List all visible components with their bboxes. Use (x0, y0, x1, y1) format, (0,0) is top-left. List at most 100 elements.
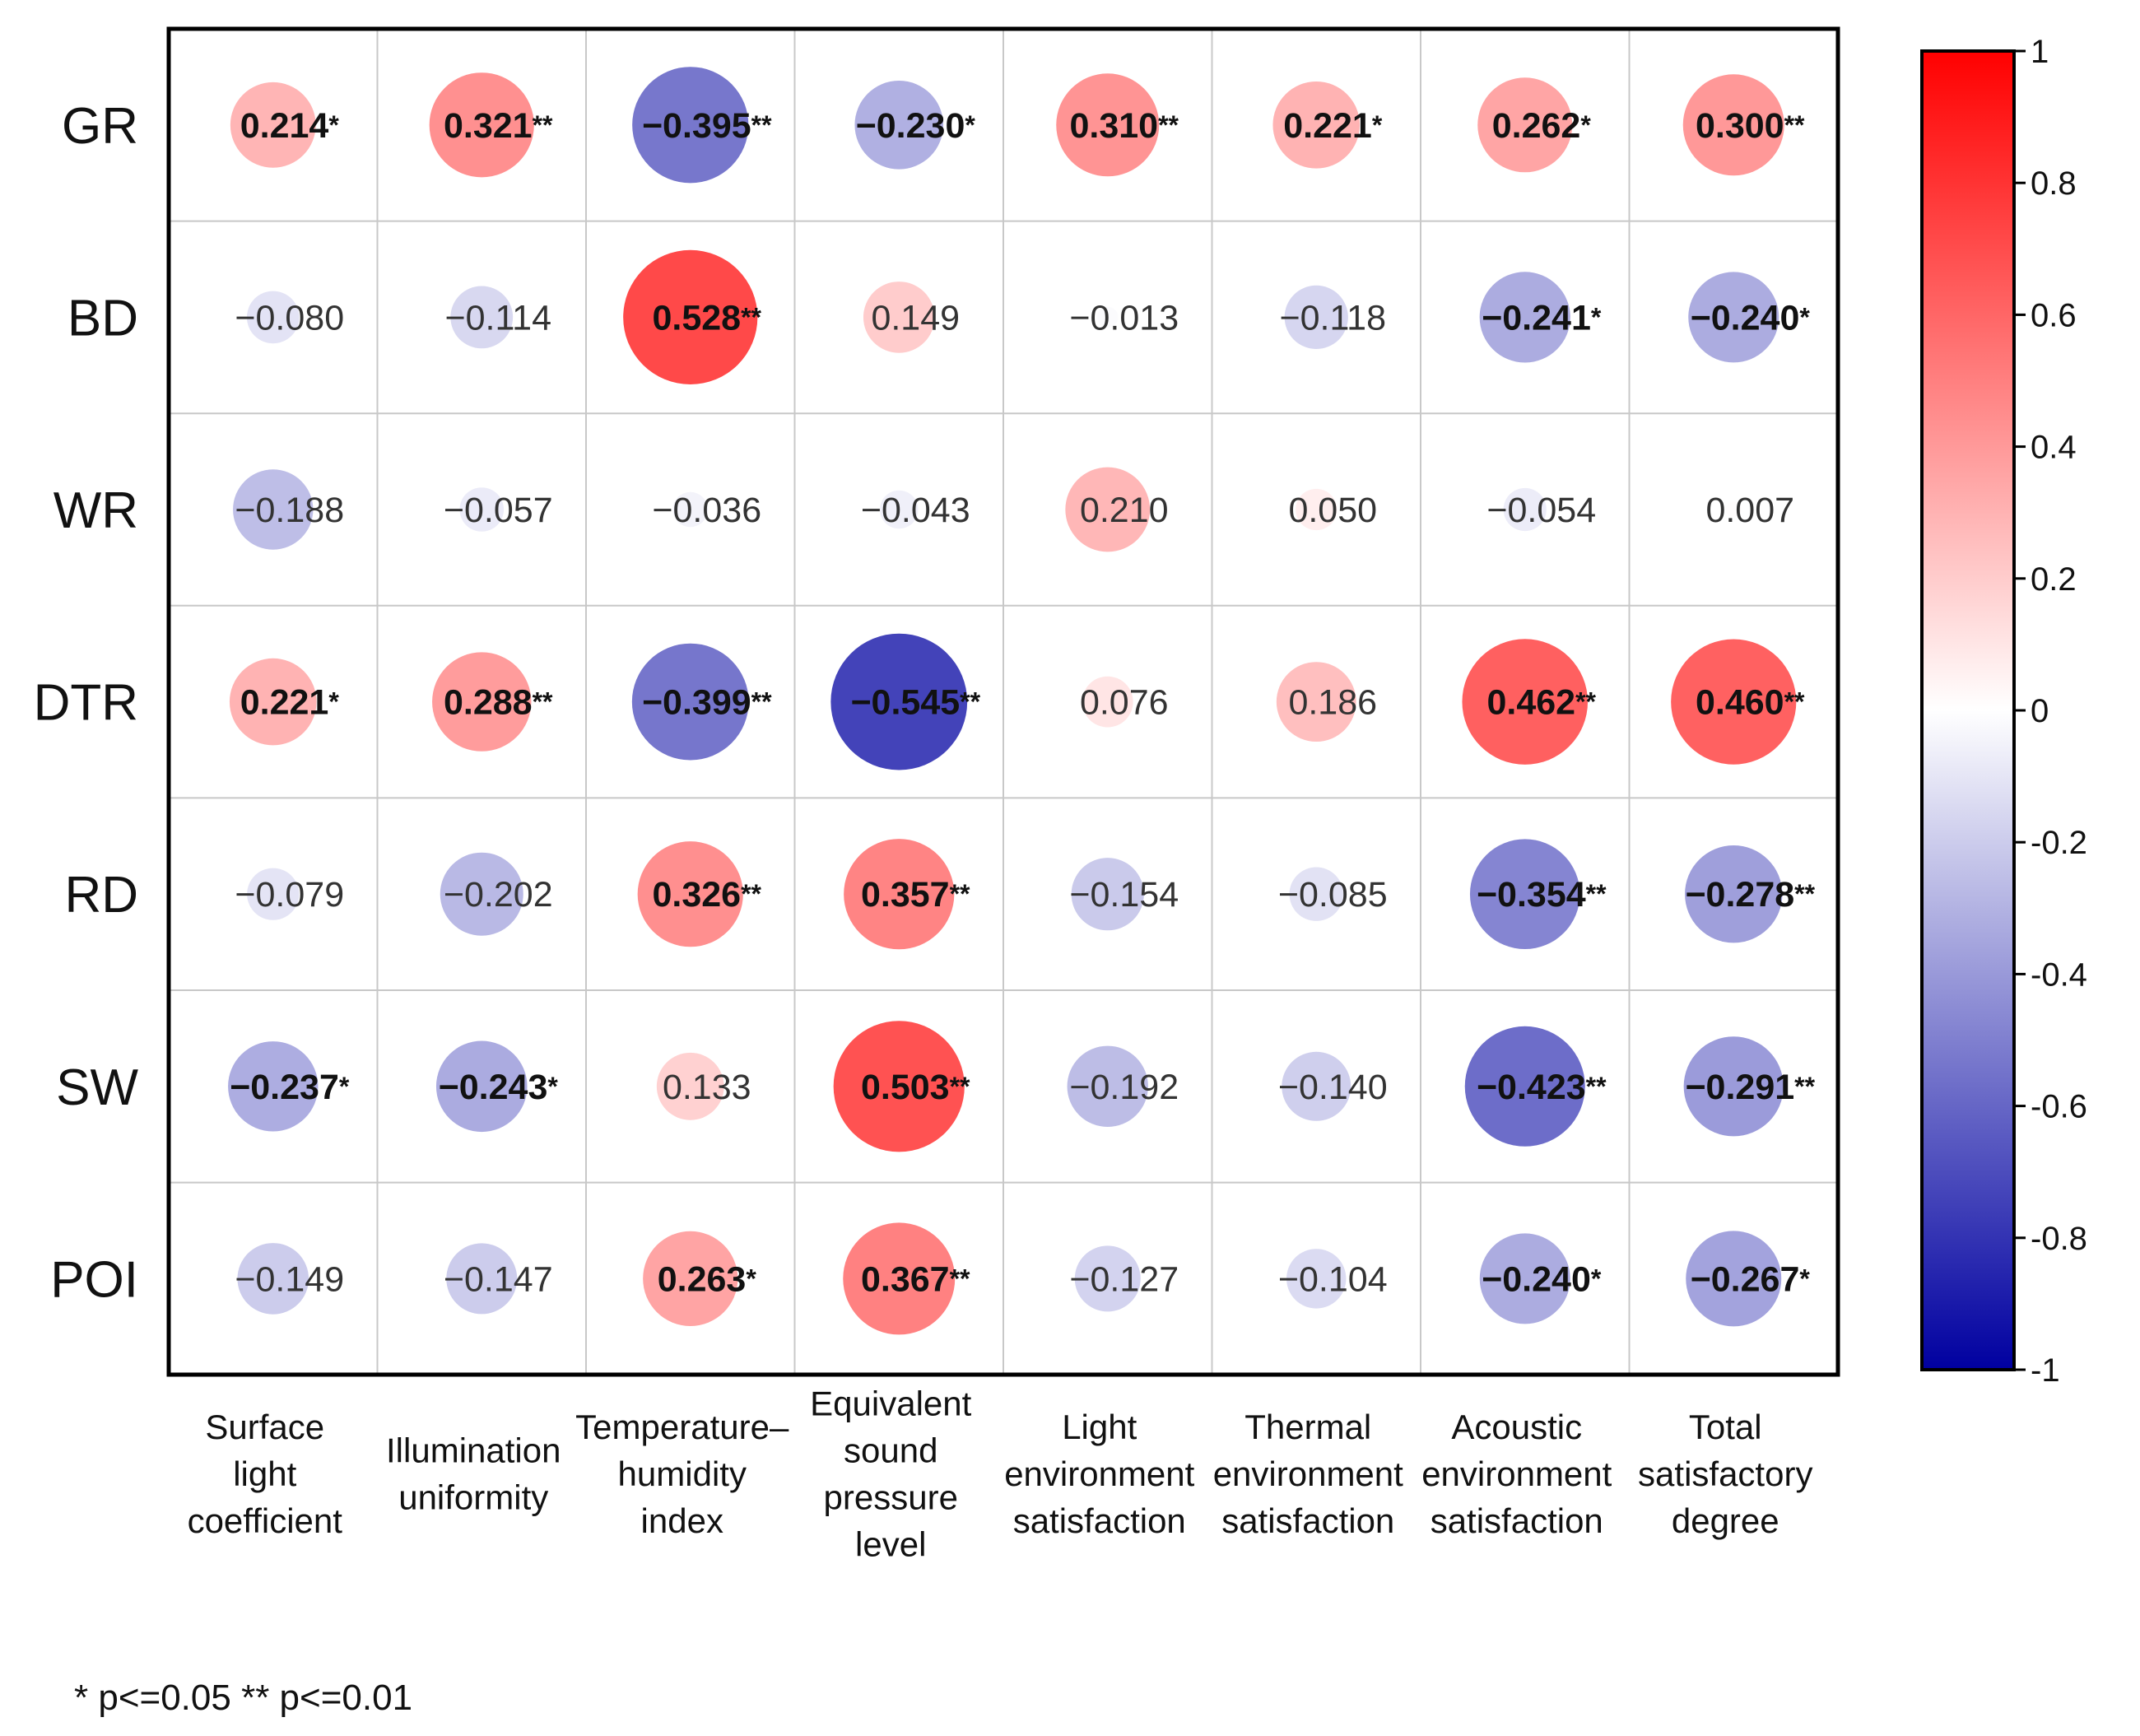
colorbar-tick-label: 0.8 (2031, 165, 2077, 202)
significance-marker: ** (1794, 879, 1815, 909)
correlation-circle (1276, 662, 1356, 742)
correlation-value: −0.545** (850, 683, 980, 723)
significance-marker: ** (533, 687, 553, 717)
column-label: Surface light coefficient (188, 1408, 343, 1540)
correlation-value: −0.192 (1069, 1068, 1179, 1107)
correlation-value: −0.043 (861, 491, 970, 530)
correlation-value: −0.423** (1477, 1068, 1607, 1107)
correlation-circle (623, 249, 758, 384)
correlation-value: 0.326** (652, 875, 761, 915)
significance-marker: ** (1586, 879, 1607, 909)
correlation-circle (637, 841, 743, 947)
correlation-circle (450, 286, 514, 349)
significance-marker: ** (751, 110, 772, 140)
correlation-values: 0.214* 0.321** −0.395** −0.230* 0.310** 0.221… (230, 106, 1815, 1300)
significance-marker: * (746, 1264, 756, 1293)
correlation-circle (429, 72, 534, 178)
correlation-value: −0.127 (1069, 1259, 1179, 1299)
correlation-circle (833, 1021, 965, 1152)
significance-marker: * (1799, 302, 1810, 332)
correlation-circle (1284, 285, 1348, 349)
significance-marker: * (328, 687, 339, 717)
correlation-value: −0.267* (1691, 1259, 1811, 1299)
correlation-value: 0.528** (652, 298, 761, 337)
colorbar-tick-label: -0.2 (2031, 825, 2087, 861)
significance-marker: * (1580, 110, 1591, 140)
correlation-value: 0.133 (663, 1068, 751, 1107)
correlation-circle (1503, 487, 1547, 532)
correlation-circle (854, 81, 944, 170)
correlation-circle (432, 652, 532, 752)
significance-marker: ** (1158, 110, 1179, 140)
correlation-circle (229, 658, 317, 746)
correlation-circle (446, 1243, 518, 1315)
correlation-circle (1479, 272, 1570, 363)
column-label: Temperature– humidity index (575, 1408, 789, 1540)
correlation-circle (1686, 1231, 1782, 1327)
correlation-circle (1682, 74, 1784, 176)
row-label: POI (50, 1251, 138, 1308)
significance-marker: * (547, 1072, 558, 1101)
correlation-value: −0.057 (444, 491, 553, 530)
correlation-circle (228, 1041, 319, 1132)
correlation-circle (1683, 1036, 1784, 1137)
significance-marker: ** (950, 1264, 970, 1293)
significance-marker: * (1799, 1264, 1810, 1293)
correlation-value: 0.262* (1492, 106, 1592, 146)
significance-marker: * (339, 1072, 350, 1101)
correlation-circle (1096, 306, 1119, 328)
row-label: DTR (34, 675, 138, 732)
correlation-circle (1067, 1045, 1148, 1128)
correlation-value: −0.114 (444, 298, 551, 337)
correlation-value: 0.221* (1283, 106, 1383, 146)
column-label: Total satisfactory degree (1638, 1408, 1812, 1540)
colorbar-tick-label: -0.4 (2031, 956, 2087, 993)
correlation-circle (844, 839, 955, 950)
correlation-value: −0.237* (230, 1068, 350, 1107)
correlation-value: −0.013 (1069, 298, 1179, 337)
correlation-circle (632, 67, 749, 184)
significance-marker: ** (960, 687, 980, 717)
significance-marker: ** (741, 879, 761, 909)
correlation-value: −0.118 (1279, 298, 1386, 337)
correlation-circle (1725, 501, 1742, 518)
correlation-value: 0.186 (1288, 683, 1377, 723)
correlation-circle (863, 282, 935, 353)
significance-marker: ** (1784, 687, 1805, 717)
correlation-circle (1688, 272, 1779, 363)
correlation-value: −0.243* (439, 1068, 559, 1107)
correlation-value: −0.354** (1477, 875, 1607, 915)
correlation-value: 0.149 (871, 298, 960, 337)
colorbar-tick-label: -0.8 (2031, 1221, 2087, 1257)
correlation-value: −0.395** (642, 106, 772, 146)
column-label: Thermal environment satisfaction (1213, 1408, 1403, 1540)
significance-footnote: * p<=0.05 ** p<=0.01 (74, 1678, 412, 1718)
colorbar-tick-label: -1 (2031, 1352, 2060, 1389)
significance-marker: * (1591, 302, 1602, 332)
correlation-circle (1065, 467, 1151, 552)
correlation-value: −0.399** (642, 683, 772, 723)
row-label: BD (67, 290, 138, 347)
colorbar-tick-label: 0.4 (2031, 430, 2077, 466)
correlation-circle (1282, 1051, 1351, 1121)
correlation-circle (656, 1052, 724, 1120)
colorbar-gradient (1920, 49, 2016, 1371)
correlation-circle (459, 487, 505, 532)
correlation-circle (1685, 845, 1783, 943)
correlation-value: 0.050 (1288, 491, 1377, 530)
correlation-value: 0.288** (444, 683, 553, 723)
correlation-value: 0.007 (1705, 491, 1794, 530)
correlation-circle (1671, 639, 1797, 765)
correlation-circle (1074, 1245, 1141, 1312)
correlation-value: 0.263* (658, 1259, 757, 1299)
plot-frame (166, 26, 1840, 1377)
correlation-circle (233, 469, 314, 550)
significance-marker: * (1591, 1264, 1602, 1293)
correlation-value: 0.221* (240, 683, 340, 723)
column-labels: Surface light coefficient Illumination unifo… (188, 1385, 1813, 1564)
row-label: GR (62, 98, 138, 155)
correlation-circle (230, 81, 316, 168)
significance-marker: * (965, 110, 975, 140)
row-label: SW (56, 1059, 138, 1116)
